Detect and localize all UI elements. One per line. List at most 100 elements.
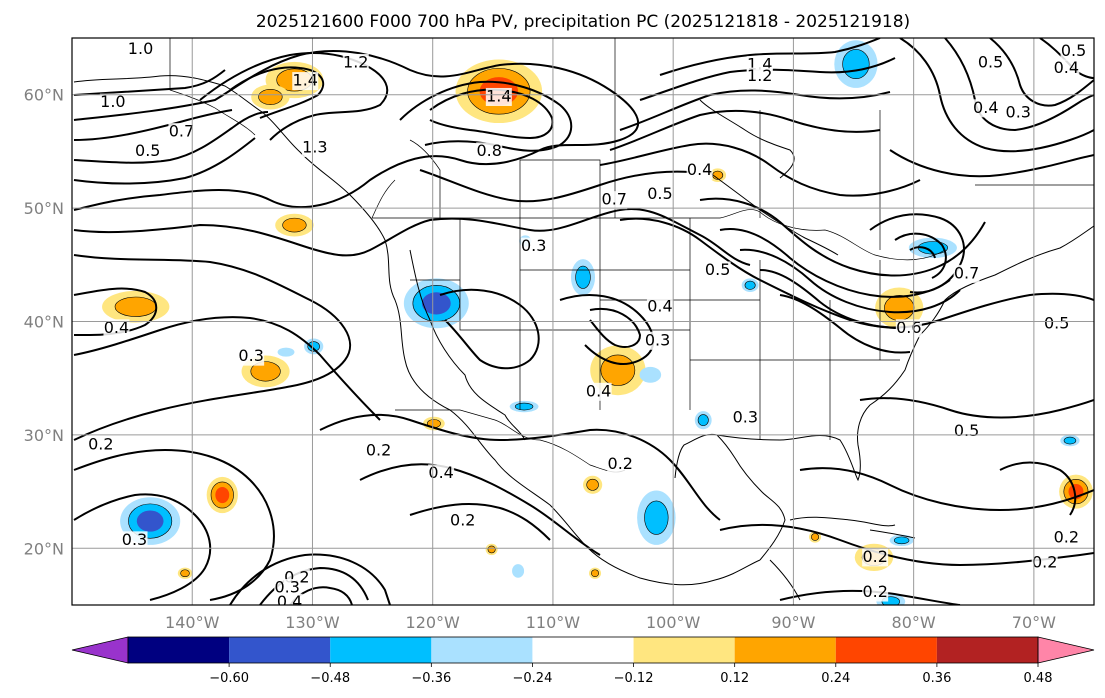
contour-labels: 1.01.41.21.00.70.5 1.31.40.80.7 0.50.41.41… — [87, 39, 1087, 611]
contour-label-bg — [365, 441, 392, 460]
contour-label: 0.2 — [862, 547, 887, 566]
contour-label: 0.7 — [954, 263, 979, 282]
precip-area — [586, 478, 599, 491]
precip-area — [250, 361, 281, 382]
colorbar-bin — [532, 637, 634, 663]
precip-area — [307, 341, 320, 352]
colorbar-tick-label: −0.12 — [614, 671, 654, 686]
contour-label: 0.5 — [1061, 41, 1086, 60]
contour-label-bg — [746, 67, 773, 86]
map-frame — [71, 37, 1095, 606]
contour-label: 0.5 — [978, 52, 1003, 71]
contour-label-bg — [121, 531, 148, 550]
contour-label-bg — [686, 161, 713, 180]
lat-tick-label: 30°N — [24, 426, 64, 445]
precip-area — [893, 536, 910, 545]
contour-label-bg — [732, 408, 759, 427]
contour-label: 0.3 — [645, 330, 670, 349]
colorbar-bin — [835, 637, 937, 663]
contour-label: 0.5 — [135, 141, 160, 160]
precip-area — [421, 292, 451, 315]
contour-label: 0.2 — [862, 582, 887, 601]
contour-label: 0.5 — [647, 184, 672, 203]
contour-label: 0.4 — [1054, 58, 1079, 77]
contour-label: 1.4 — [486, 86, 511, 105]
colorbar-bin — [734, 637, 836, 663]
contour-label: 0.4 — [687, 160, 712, 179]
precip-area — [811, 533, 820, 541]
colorbar-tick-label: 0.12 — [720, 671, 749, 686]
lat-tick-label: 50°N — [24, 199, 64, 218]
contour-label-bg — [607, 455, 634, 474]
lat-tick-label: 40°N — [24, 313, 64, 332]
contour-label-bg — [274, 578, 301, 597]
contour-label-bg — [585, 382, 612, 401]
colorbar-bin — [229, 637, 331, 663]
contour-label-bg — [646, 297, 673, 316]
contour-label: 0.2 — [88, 435, 113, 454]
contour-label-bg — [428, 464, 455, 483]
contour-label-bg — [895, 319, 922, 338]
contour-label-bg — [449, 512, 476, 531]
contour-label-bg — [977, 53, 1004, 72]
contour-label: 0.5 — [1044, 313, 1069, 332]
contour-label: 1.4 — [293, 71, 318, 90]
contour-label-bg — [1053, 59, 1080, 78]
latitude-tick-labels: 60°N 50°N 40°N 30°N 20°N — [24, 86, 64, 559]
precip-area — [842, 49, 870, 80]
contour-label: 1.2 — [343, 52, 368, 71]
contour-label-bg — [644, 331, 671, 350]
contour-label-bg — [862, 583, 889, 602]
colorbar-tick-label: −0.48 — [310, 671, 350, 686]
contour-label-bg — [99, 93, 126, 112]
contour-label-bg — [87, 436, 114, 455]
contour-label: 0.3 — [733, 407, 758, 426]
colorbar-tick-label: 0.24 — [821, 671, 850, 686]
contour-label: 0.2 — [450, 511, 475, 530]
contour-label-bg — [292, 72, 319, 91]
contour-label: 0.7 — [602, 190, 627, 209]
contour-label: 0.4 — [586, 381, 611, 400]
political-borders — [169, 38, 1094, 473]
longitude-tick-labels: 140°W 130°W 120°W 110°W 100°W 90°W 80°W 70°W — [165, 613, 1056, 632]
precip-area — [575, 265, 591, 289]
contour-label: 0.3 — [1006, 102, 1031, 121]
lon-tick-label: 130°W — [285, 613, 340, 632]
precip-area — [600, 354, 636, 386]
contour-label: 1.0 — [100, 92, 125, 111]
contour-label-bg — [276, 593, 303, 605]
precip-area — [591, 569, 600, 578]
contour-label-bg — [953, 422, 980, 441]
lat-tick-label: 20°N — [24, 539, 64, 558]
precip-area — [282, 217, 307, 233]
contour-label: 0.2 — [1054, 528, 1079, 547]
lon-tick-label: 70°W — [1012, 613, 1056, 632]
precip-area — [1063, 436, 1077, 445]
lon-tick-label: 90°W — [771, 613, 815, 632]
precip-area — [277, 347, 295, 357]
lon-tick-label: 110°W — [526, 613, 581, 632]
contour-label-bg — [704, 261, 731, 280]
precip-area — [512, 564, 525, 578]
contour-label-bg — [1031, 554, 1058, 573]
colorbar-tick-label: 0.48 — [1024, 671, 1053, 686]
colorbar: −0.60 −0.48 −0.36 −0.24 −0.12 0.12 0.24 0.36 0.4… — [71, 636, 1095, 686]
lon-tick-label: 140°W — [165, 613, 220, 632]
contour-label-bg — [1005, 103, 1032, 122]
lat-tick-label: 60°N — [24, 86, 64, 105]
contour-label-bg — [476, 142, 503, 161]
contour-label: 0.4 — [277, 592, 302, 611]
contour-label: 0.2 — [608, 454, 633, 473]
contour-label-bg — [601, 191, 628, 210]
colorbar-bin — [431, 637, 533, 663]
contour-label-bg — [972, 99, 999, 118]
colorbar-outline — [127, 636, 1039, 664]
contour-label-bg — [520, 237, 547, 256]
contour-label: 0.5 — [954, 421, 979, 440]
contour-label-bg — [134, 142, 161, 161]
contour-label: 0.5 — [705, 260, 730, 279]
colorbar-tick-label: 0.36 — [922, 671, 951, 686]
precip-area — [487, 545, 496, 554]
precip-area — [514, 402, 534, 411]
contour-label-bg — [1053, 529, 1080, 548]
